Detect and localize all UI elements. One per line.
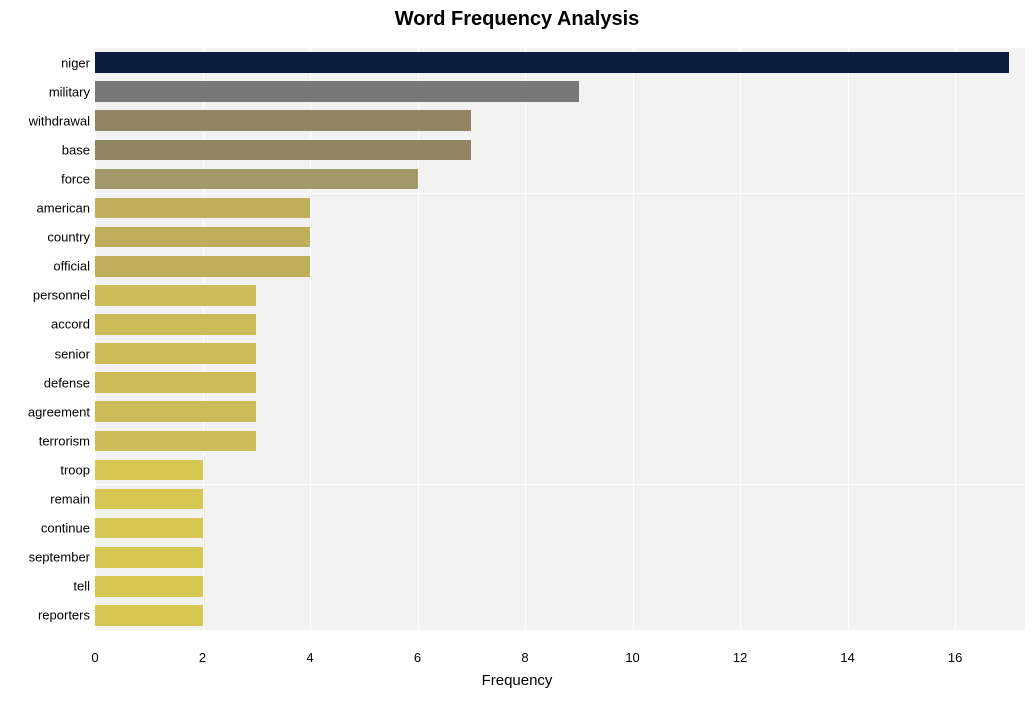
chart-container: Word Frequency Analysis Frequency niger m…	[0, 0, 1034, 701]
y-tick-label: force	[61, 172, 90, 185]
grid-band	[95, 601, 1025, 630]
bar	[95, 576, 203, 597]
x-tick-label: 14	[840, 650, 854, 665]
bar	[95, 605, 203, 626]
gridline	[633, 34, 634, 644]
x-tick-label: 6	[414, 650, 421, 665]
grid-band	[95, 572, 1025, 601]
y-tick-label: terrorism	[39, 434, 90, 447]
bar	[95, 285, 256, 306]
grid-band	[95, 514, 1025, 543]
y-tick-label: military	[49, 85, 90, 98]
bar	[95, 314, 256, 335]
bar	[95, 81, 579, 102]
x-tick-label: 12	[733, 650, 747, 665]
x-tick-label: 10	[625, 650, 639, 665]
y-tick-label: senior	[55, 347, 90, 360]
bar	[95, 547, 203, 568]
bar	[95, 518, 203, 539]
plot-area	[95, 34, 1025, 644]
bar	[95, 489, 203, 510]
gridline	[955, 34, 956, 644]
y-tick-label: accord	[51, 318, 90, 331]
chart-title: Word Frequency Analysis	[0, 8, 1034, 31]
x-tick-label: 2	[199, 650, 206, 665]
bar	[95, 460, 203, 481]
bar	[95, 401, 256, 422]
y-tick-label: base	[62, 143, 90, 156]
gridline	[525, 34, 526, 644]
y-tick-label: niger	[61, 56, 90, 69]
x-axis-label: Frequency	[0, 672, 1034, 689]
y-tick-label: reporters	[38, 609, 90, 622]
y-tick-label: troop	[60, 463, 90, 476]
x-tick-label: 4	[306, 650, 313, 665]
bar	[95, 110, 471, 131]
y-tick-label: remain	[50, 493, 90, 506]
bar	[95, 169, 418, 190]
x-tick-label: 0	[91, 650, 98, 665]
y-tick-label: continue	[41, 522, 90, 535]
bar	[95, 140, 471, 161]
bar	[95, 343, 256, 364]
x-tick-label: 16	[948, 650, 962, 665]
y-tick-label: american	[37, 202, 90, 215]
y-tick-label: defense	[44, 376, 90, 389]
y-tick-label: country	[47, 231, 90, 244]
bar	[95, 372, 256, 393]
grid-band	[95, 455, 1025, 484]
x-tick-label: 8	[521, 650, 528, 665]
bar	[95, 52, 1009, 73]
y-tick-label: tell	[73, 580, 90, 593]
bar	[95, 256, 310, 277]
gridline	[740, 34, 741, 644]
gridline	[848, 34, 849, 644]
grid-band	[95, 485, 1025, 514]
y-tick-label: agreement	[28, 405, 90, 418]
y-tick-label: withdrawal	[29, 114, 90, 127]
y-tick-label: official	[53, 260, 90, 273]
y-tick-label: september	[29, 551, 90, 564]
bar	[95, 431, 256, 452]
bar	[95, 227, 310, 248]
grid-band	[95, 543, 1025, 572]
y-tick-label: personnel	[33, 289, 90, 302]
bar	[95, 198, 310, 219]
